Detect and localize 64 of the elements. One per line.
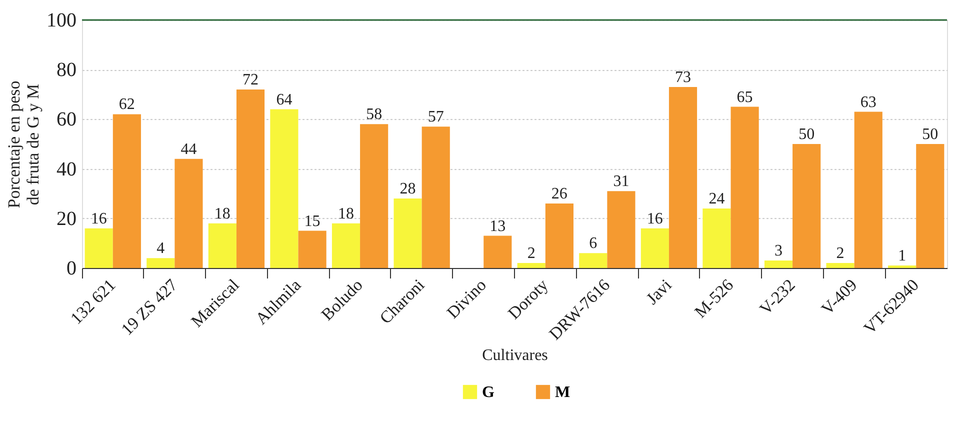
data-label: 26 (551, 186, 568, 203)
bar (112, 114, 141, 268)
data-label: 28 (400, 180, 416, 198)
bar (916, 144, 944, 268)
data-label: 16 (90, 210, 107, 228)
data-label: 18 (338, 205, 354, 222)
data-label: 6 (589, 235, 598, 252)
bar (517, 263, 546, 268)
data-label: 63 (860, 94, 876, 111)
bar (360, 124, 388, 268)
bar (422, 126, 450, 268)
bar (484, 236, 512, 268)
data-label: 65 (736, 88, 753, 106)
bar (702, 208, 731, 268)
bar (607, 191, 636, 268)
data-label: 15 (304, 212, 320, 230)
data-label: 16 (646, 210, 663, 228)
bar (668, 86, 698, 268)
legend-label: G (482, 384, 495, 401)
bar (394, 198, 422, 268)
x-tick-label: 19 ZS 427 (118, 275, 182, 339)
bar (84, 228, 113, 268)
x-tick-label: Javi (642, 275, 676, 308)
y-tick-label: 100 (46, 10, 76, 32)
legend-label: M (555, 384, 570, 401)
y-tick-label: 80 (56, 59, 76, 82)
data-label: 50 (798, 126, 815, 143)
data-label: 72 (242, 71, 259, 88)
bar (545, 204, 574, 268)
bar (174, 158, 203, 268)
bar (854, 112, 882, 268)
bar (298, 230, 326, 268)
bar (792, 144, 821, 268)
data-label: 64 (276, 91, 292, 108)
data-label: 58 (366, 106, 382, 124)
bar (270, 109, 298, 268)
bar (640, 228, 669, 268)
bar (236, 89, 265, 268)
y-tick-label: 40 (56, 158, 76, 180)
data-label: 3 (774, 242, 782, 260)
data-label: 1 (898, 248, 906, 265)
data-label: 73 (675, 68, 692, 86)
data-label: 13 (490, 218, 506, 235)
bar (332, 223, 360, 268)
bar (764, 260, 793, 268)
y-tick-label: 20 (56, 208, 76, 230)
data-label: 31 (613, 173, 630, 190)
data-label: 4 (156, 240, 165, 258)
data-label: 44 (180, 140, 197, 158)
bar (146, 258, 175, 268)
y-tick-label: 60 (56, 108, 76, 131)
data-label: 24 (708, 190, 725, 208)
bar (208, 223, 236, 268)
data-label: 57 (428, 108, 444, 126)
data-label: 2 (527, 245, 536, 262)
data-label: 62 (118, 96, 135, 114)
bar (826, 263, 854, 268)
data-label: 50 (922, 126, 938, 143)
bar (579, 253, 608, 268)
data-label: 18 (214, 205, 230, 222)
data-label: 2 (836, 245, 844, 262)
y-axis-title: Porcentaje en peso de fruta de G y M (4, 80, 42, 208)
x-axis-title: Cultivares (482, 346, 548, 364)
bar (730, 106, 759, 268)
